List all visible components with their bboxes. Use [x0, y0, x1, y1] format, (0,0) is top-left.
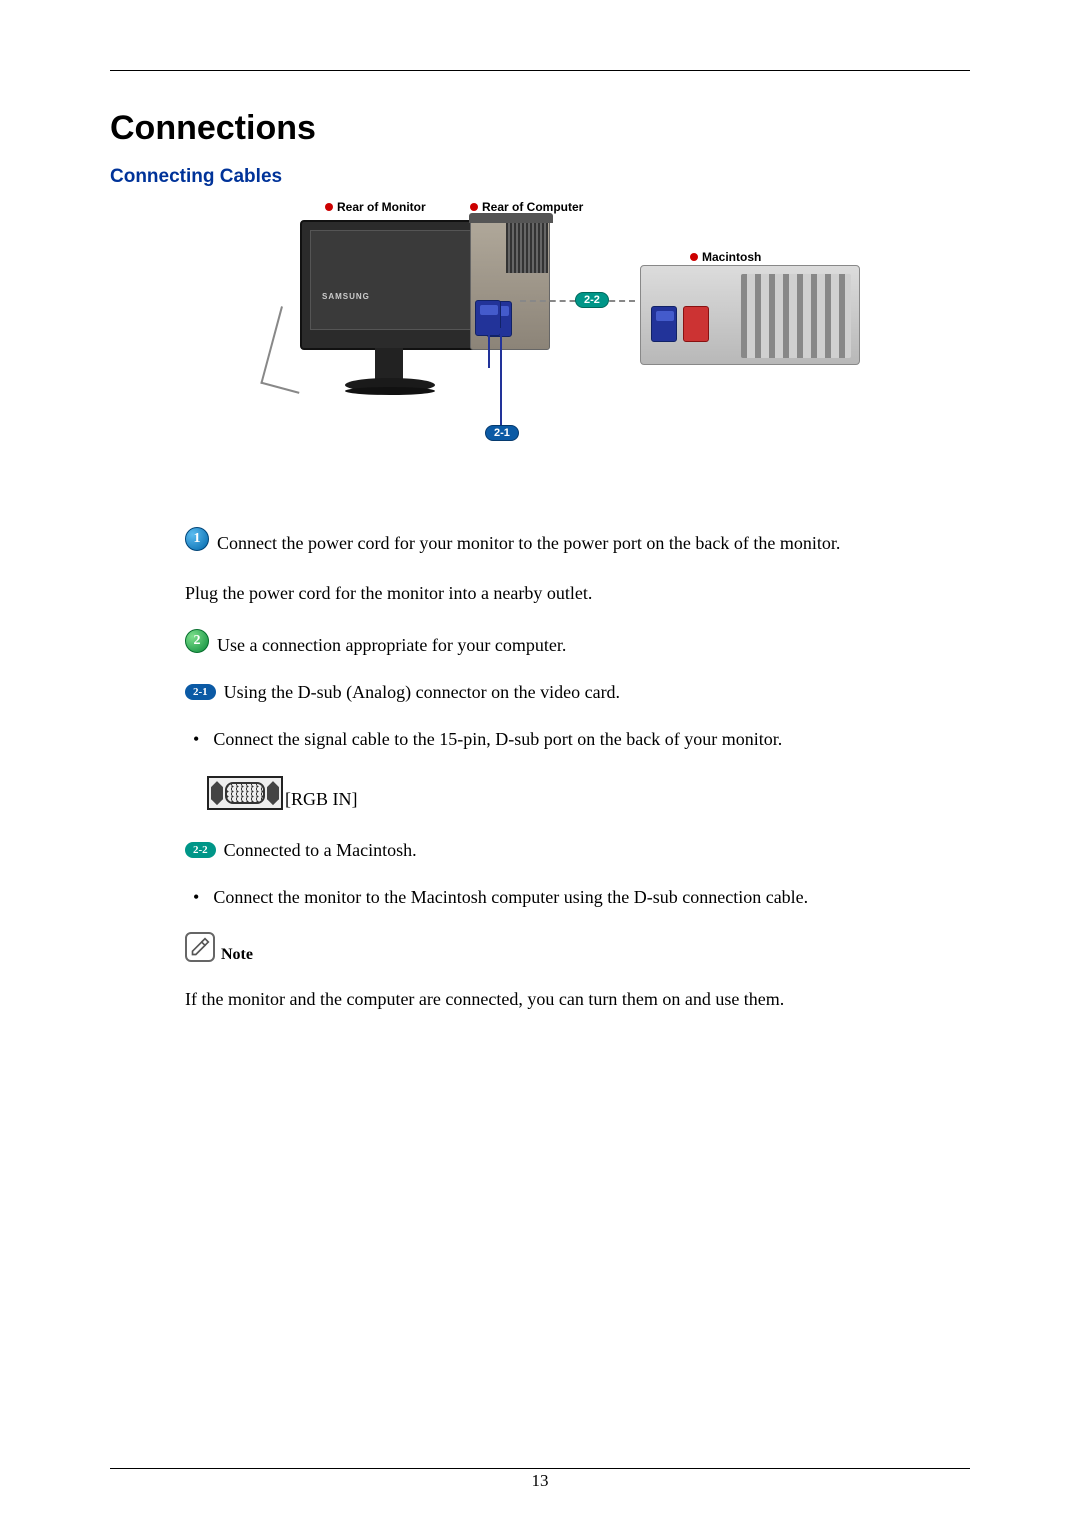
- step-1b-text: Plug the power cord for the monitor into…: [185, 580, 950, 606]
- caption-macintosh: Macintosh: [690, 250, 761, 264]
- rgb-connector-icon: [207, 776, 283, 810]
- note-text: If the monitor and the computer are conn…: [185, 986, 950, 1012]
- red-bullet-icon: [690, 253, 698, 261]
- caption-rear-monitor: Rear of Monitor: [325, 200, 426, 214]
- rgb-in-row: [RGB IN]: [185, 776, 950, 810]
- footer-rule: [110, 1468, 970, 1469]
- samsung-logo: SAMSUNG: [322, 292, 370, 301]
- page-title: Connections: [110, 109, 970, 148]
- note-row: Note: [185, 934, 950, 964]
- step-2-line: 2 Use a connection appropriate for your …: [185, 632, 950, 656]
- connection-diagram: Rear of Monitor Rear of Computer Macinto…: [270, 200, 870, 450]
- step-2-2-line: 2-2 Connected to a Macintosh.: [185, 840, 950, 861]
- caption-rear-computer: Rear of Computer: [470, 200, 583, 214]
- bullet-icon: •: [193, 887, 199, 908]
- red-bullet-icon: [325, 203, 333, 211]
- step-1-text: Connect the power cord for your monitor …: [217, 533, 840, 554]
- macintosh-illustration: [640, 265, 860, 365]
- badge-2-icon: 2: [185, 629, 209, 653]
- cable-line: [488, 328, 490, 368]
- rgb-in-label: [RGB IN]: [285, 789, 358, 810]
- callout-2-2: 2-2: [575, 292, 609, 308]
- badge-2-1-icon: 2-1: [185, 684, 216, 700]
- step-2-2-text: Connected to a Macintosh.: [224, 840, 417, 861]
- bullet-2-text: Connect the monitor to the Macintosh com…: [213, 887, 808, 908]
- caption-text: Macintosh: [702, 250, 761, 264]
- bullet-1-row: • Connect the signal cable to the 15-pin…: [185, 729, 950, 750]
- step-2-1-line: 2-1 Using the D-sub (Analog) connector o…: [185, 682, 950, 703]
- note-label: Note: [221, 946, 253, 964]
- step-1-line: 1 Connect the power cord for your monito…: [185, 530, 950, 554]
- caption-text: Rear of Computer: [482, 200, 583, 214]
- badge-1-icon: 1: [185, 527, 209, 551]
- cable-line: [500, 328, 502, 428]
- red-bullet-icon: [470, 203, 478, 211]
- body-content: 1 Connect the power cord for your monito…: [110, 530, 970, 1012]
- badge-2-2-icon: 2-2: [185, 842, 216, 858]
- step-2-1-text: Using the D-sub (Analog) connector on th…: [224, 682, 620, 703]
- diagram-container: Rear of Monitor Rear of Computer Macinto…: [110, 200, 970, 450]
- caption-text: Rear of Monitor: [337, 200, 426, 214]
- note-icon: [185, 932, 215, 962]
- top-rule: [110, 70, 970, 71]
- callout-2-1: 2-1: [485, 425, 519, 441]
- section-subtitle: Connecting Cables: [110, 166, 970, 188]
- monitor-illustration: SAMSUNG: [300, 220, 485, 410]
- bullet-1-text: Connect the signal cable to the 15-pin, …: [213, 729, 782, 750]
- page-number: 13: [0, 1471, 1080, 1491]
- bullet-2-row: • Connect the monitor to the Macintosh c…: [185, 887, 950, 908]
- mac-vga-port-icon: [651, 306, 677, 342]
- mac-port-icon: [683, 306, 709, 342]
- bullet-icon: •: [193, 729, 199, 750]
- step-2-text: Use a connection appropriate for your co…: [217, 635, 566, 656]
